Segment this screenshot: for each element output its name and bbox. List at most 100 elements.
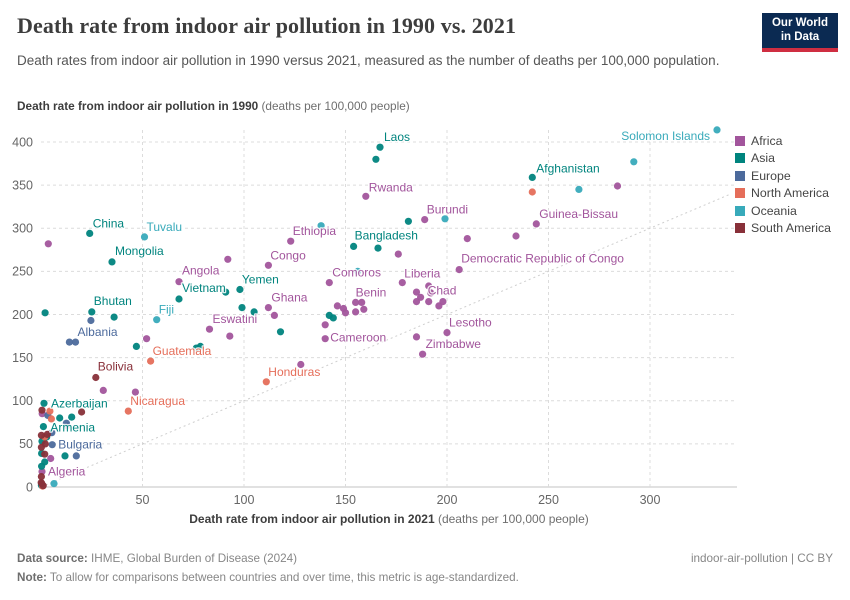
- data-point[interactable]: [419, 350, 427, 358]
- data-point[interactable]: [72, 452, 80, 460]
- data-point[interactable]: [276, 328, 285, 336]
- license-link[interactable]: indoor-air-pollution | CC BY: [690, 552, 833, 565]
- data-point[interactable]: [417, 293, 425, 301]
- data-point[interactable]: [222, 288, 230, 296]
- data-point[interactable]: [40, 399, 48, 407]
- data-point[interactable]: [325, 279, 333, 287]
- data-point[interactable]: [321, 321, 329, 329]
- data-point[interactable]: [376, 143, 384, 151]
- data-point[interactable]: [333, 302, 341, 310]
- data-point[interactable]: [321, 335, 329, 343]
- legend-item-oceania[interactable]: Oceania: [735, 202, 831, 220]
- data-point[interactable]: [441, 215, 449, 223]
- data-point[interactable]: [153, 316, 161, 324]
- data-point[interactable]: [110, 313, 118, 321]
- data-point[interactable]: [713, 126, 721, 134]
- data-point[interactable]: [61, 452, 69, 460]
- data-point[interactable]: [374, 244, 382, 252]
- data-point[interactable]: [350, 242, 358, 250]
- data-point[interactable]: [196, 342, 204, 350]
- data-point[interactable]: [512, 232, 520, 240]
- data-point[interactable]: [412, 288, 421, 296]
- data-point[interactable]: [38, 406, 46, 414]
- owid-logo[interactable]: Our World in Data: [762, 13, 838, 52]
- data-point[interactable]: [37, 431, 46, 439]
- data-point[interactable]: [132, 342, 140, 350]
- data-point[interactable]: [62, 419, 70, 427]
- data-point[interactable]: [68, 413, 76, 421]
- data-point[interactable]: [238, 304, 246, 312]
- data-point[interactable]: [354, 267, 362, 275]
- data-point[interactable]: [99, 386, 107, 394]
- data-point[interactable]: [226, 332, 234, 340]
- data-point[interactable]: [613, 182, 622, 190]
- data-point[interactable]: [455, 266, 463, 274]
- data-point[interactable]: [427, 289, 435, 297]
- data-point[interactable]: [131, 388, 139, 396]
- legend-item-asia[interactable]: Asia: [735, 150, 831, 168]
- data-point[interactable]: [362, 192, 370, 200]
- data-point[interactable]: [47, 454, 55, 463]
- data-point[interactable]: [41, 450, 49, 458]
- legend-item-europe[interactable]: Europe: [735, 167, 831, 185]
- data-point[interactable]: [224, 255, 232, 263]
- data-point[interactable]: [78, 408, 86, 416]
- data-point[interactable]: [425, 298, 433, 306]
- data-point[interactable]: [404, 217, 412, 225]
- data-point[interactable]: [88, 308, 96, 316]
- data-point[interactable]: [87, 316, 95, 325]
- data-point[interactable]: [205, 325, 214, 333]
- data-point[interactable]: [352, 308, 360, 316]
- data-point[interactable]: [41, 309, 49, 317]
- data-point[interactable]: [37, 473, 46, 481]
- data-point[interactable]: [394, 250, 402, 258]
- data-point[interactable]: [250, 308, 258, 316]
- data-point[interactable]: [575, 185, 583, 193]
- data-point[interactable]: [425, 282, 433, 290]
- data-point[interactable]: [65, 338, 73, 346]
- data-point[interactable]: [630, 158, 638, 166]
- data-point[interactable]: [46, 407, 54, 415]
- data-point[interactable]: [43, 430, 51, 438]
- data-point[interactable]: [435, 302, 443, 310]
- legend-item-north-america[interactable]: North America: [735, 185, 831, 203]
- data-point[interactable]: [44, 240, 52, 248]
- data-point[interactable]: [360, 305, 368, 313]
- data-point[interactable]: [372, 155, 380, 163]
- data-point[interactable]: [39, 482, 47, 490]
- data-point[interactable]: [147, 357, 155, 365]
- data-point[interactable]: [39, 423, 48, 431]
- data-point[interactable]: [56, 414, 64, 422]
- data-point[interactable]: [443, 329, 451, 337]
- data-point[interactable]: [143, 335, 151, 343]
- data-point[interactable]: [528, 173, 536, 181]
- data-point[interactable]: [38, 462, 46, 470]
- data-point[interactable]: [175, 278, 183, 286]
- data-point[interactable]: [47, 415, 56, 423]
- data-point[interactable]: [341, 309, 350, 317]
- data-point[interactable]: [398, 279, 406, 287]
- data-point[interactable]: [48, 441, 56, 449]
- data-point[interactable]: [421, 216, 429, 224]
- data-point[interactable]: [37, 443, 46, 451]
- data-point[interactable]: [317, 222, 325, 230]
- data-point[interactable]: [287, 237, 295, 245]
- data-point[interactable]: [297, 360, 305, 369]
- data-point[interactable]: [140, 233, 149, 241]
- data-point[interactable]: [108, 258, 116, 266]
- data-point[interactable]: [262, 378, 270, 386]
- legend-item-africa[interactable]: Africa: [735, 132, 831, 150]
- data-point[interactable]: [86, 229, 94, 237]
- data-point[interactable]: [412, 333, 421, 341]
- data-point[interactable]: [236, 285, 244, 294]
- data-point[interactable]: [124, 407, 132, 415]
- data-point[interactable]: [270, 311, 278, 319]
- data-point[interactable]: [329, 314, 337, 322]
- data-point[interactable]: [528, 188, 536, 196]
- data-point[interactable]: [50, 480, 58, 488]
- data-point[interactable]: [175, 295, 183, 303]
- data-point[interactable]: [264, 261, 272, 269]
- data-point[interactable]: [532, 220, 540, 228]
- data-point[interactable]: [358, 298, 366, 306]
- data-point[interactable]: [264, 304, 272, 312]
